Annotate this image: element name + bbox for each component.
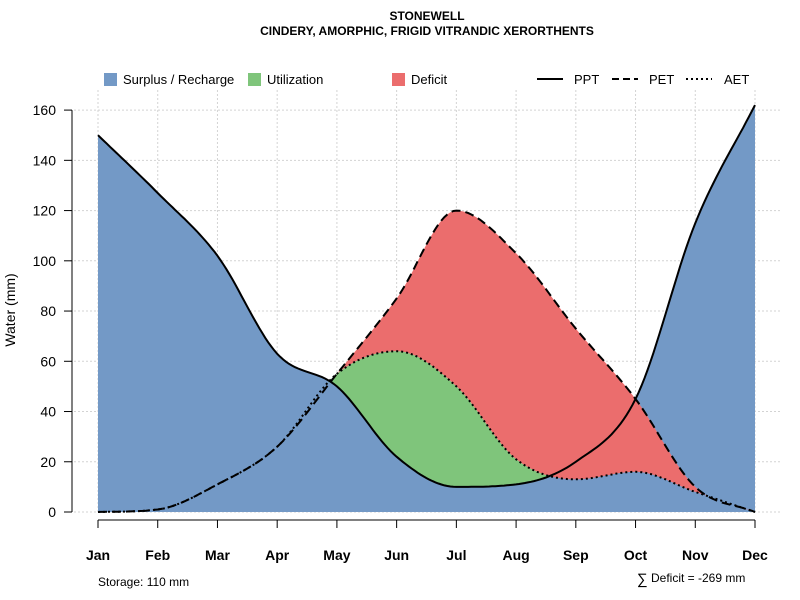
axis-layer: 0 20 40 60 80 100 120 140 160 Jan Feb Mar Apr May Jun J… bbox=[33, 102, 768, 563]
x-tick-label-dec: Dec bbox=[742, 547, 768, 563]
legend-label-utilization: Utilization bbox=[267, 72, 323, 87]
utilization-area bbox=[98, 351, 755, 512]
y-tick-label-3: 60 bbox=[40, 353, 56, 369]
y-tick-label-8: 160 bbox=[33, 102, 57, 118]
surplus-recharge-area bbox=[98, 105, 755, 512]
x-tick-label-jan: Jan bbox=[86, 547, 110, 563]
legend-swatch-utilization bbox=[248, 73, 261, 86]
area-layer bbox=[98, 105, 755, 512]
line-layer bbox=[97, 104, 756, 513]
x-tick-label-jun: Jun bbox=[384, 547, 409, 563]
chart-title: STONEWELL bbox=[389, 9, 464, 23]
x-tick-label-may: May bbox=[323, 547, 350, 563]
series-line-ppt bbox=[97, 104, 756, 488]
x-tick-label-jul: Jul bbox=[446, 547, 466, 563]
legend-swatch-deficit bbox=[392, 73, 405, 86]
series-line-aet bbox=[97, 350, 756, 513]
y-tick-label-5: 100 bbox=[33, 253, 57, 269]
x-tick-label-feb: Feb bbox=[145, 547, 170, 563]
y-tick-label-0: 0 bbox=[48, 504, 56, 520]
legend-label-surplus-recharge: Surplus / Recharge bbox=[123, 72, 234, 87]
sum-symbol: ∑ bbox=[637, 571, 648, 588]
x-tick-label-oct: Oct bbox=[624, 547, 648, 563]
legend-swatch-surplus-recharge bbox=[104, 73, 117, 86]
legend-label-deficit: Deficit bbox=[411, 72, 448, 87]
deficit-note: Deficit = -269 mm bbox=[651, 571, 745, 585]
legend: Surplus / Recharge Utilization Deficit PPT P… bbox=[104, 72, 749, 87]
chart-subtitle: CINDERY, AMORPHIC, FRIGID VITRANDIC XERO… bbox=[260, 24, 594, 38]
legend-label-aet: AET bbox=[724, 72, 749, 87]
x-tick-label-apr: Apr bbox=[265, 547, 290, 563]
series-line-pet bbox=[97, 209, 756, 513]
y-tick-label-2: 40 bbox=[40, 404, 56, 420]
deficit-area bbox=[98, 210, 755, 512]
legend-label-ppt: PPT bbox=[574, 72, 599, 87]
y-axis-label: Water (mm) bbox=[2, 273, 18, 346]
y-tick-label-4: 80 bbox=[40, 303, 56, 319]
y-tick-label-7: 140 bbox=[33, 152, 57, 168]
legend-label-pet: PET bbox=[649, 72, 674, 87]
y-tick-label-1: 20 bbox=[40, 454, 56, 470]
x-tick-label-nov: Nov bbox=[682, 547, 709, 563]
y-tick-label-6: 120 bbox=[33, 203, 57, 219]
x-tick-label-sep: Sep bbox=[563, 547, 589, 563]
x-tick-label-mar: Mar bbox=[205, 547, 230, 563]
storage-note: Storage: 110 mm bbox=[98, 575, 189, 589]
x-tick-label-aug: Aug bbox=[502, 547, 529, 563]
